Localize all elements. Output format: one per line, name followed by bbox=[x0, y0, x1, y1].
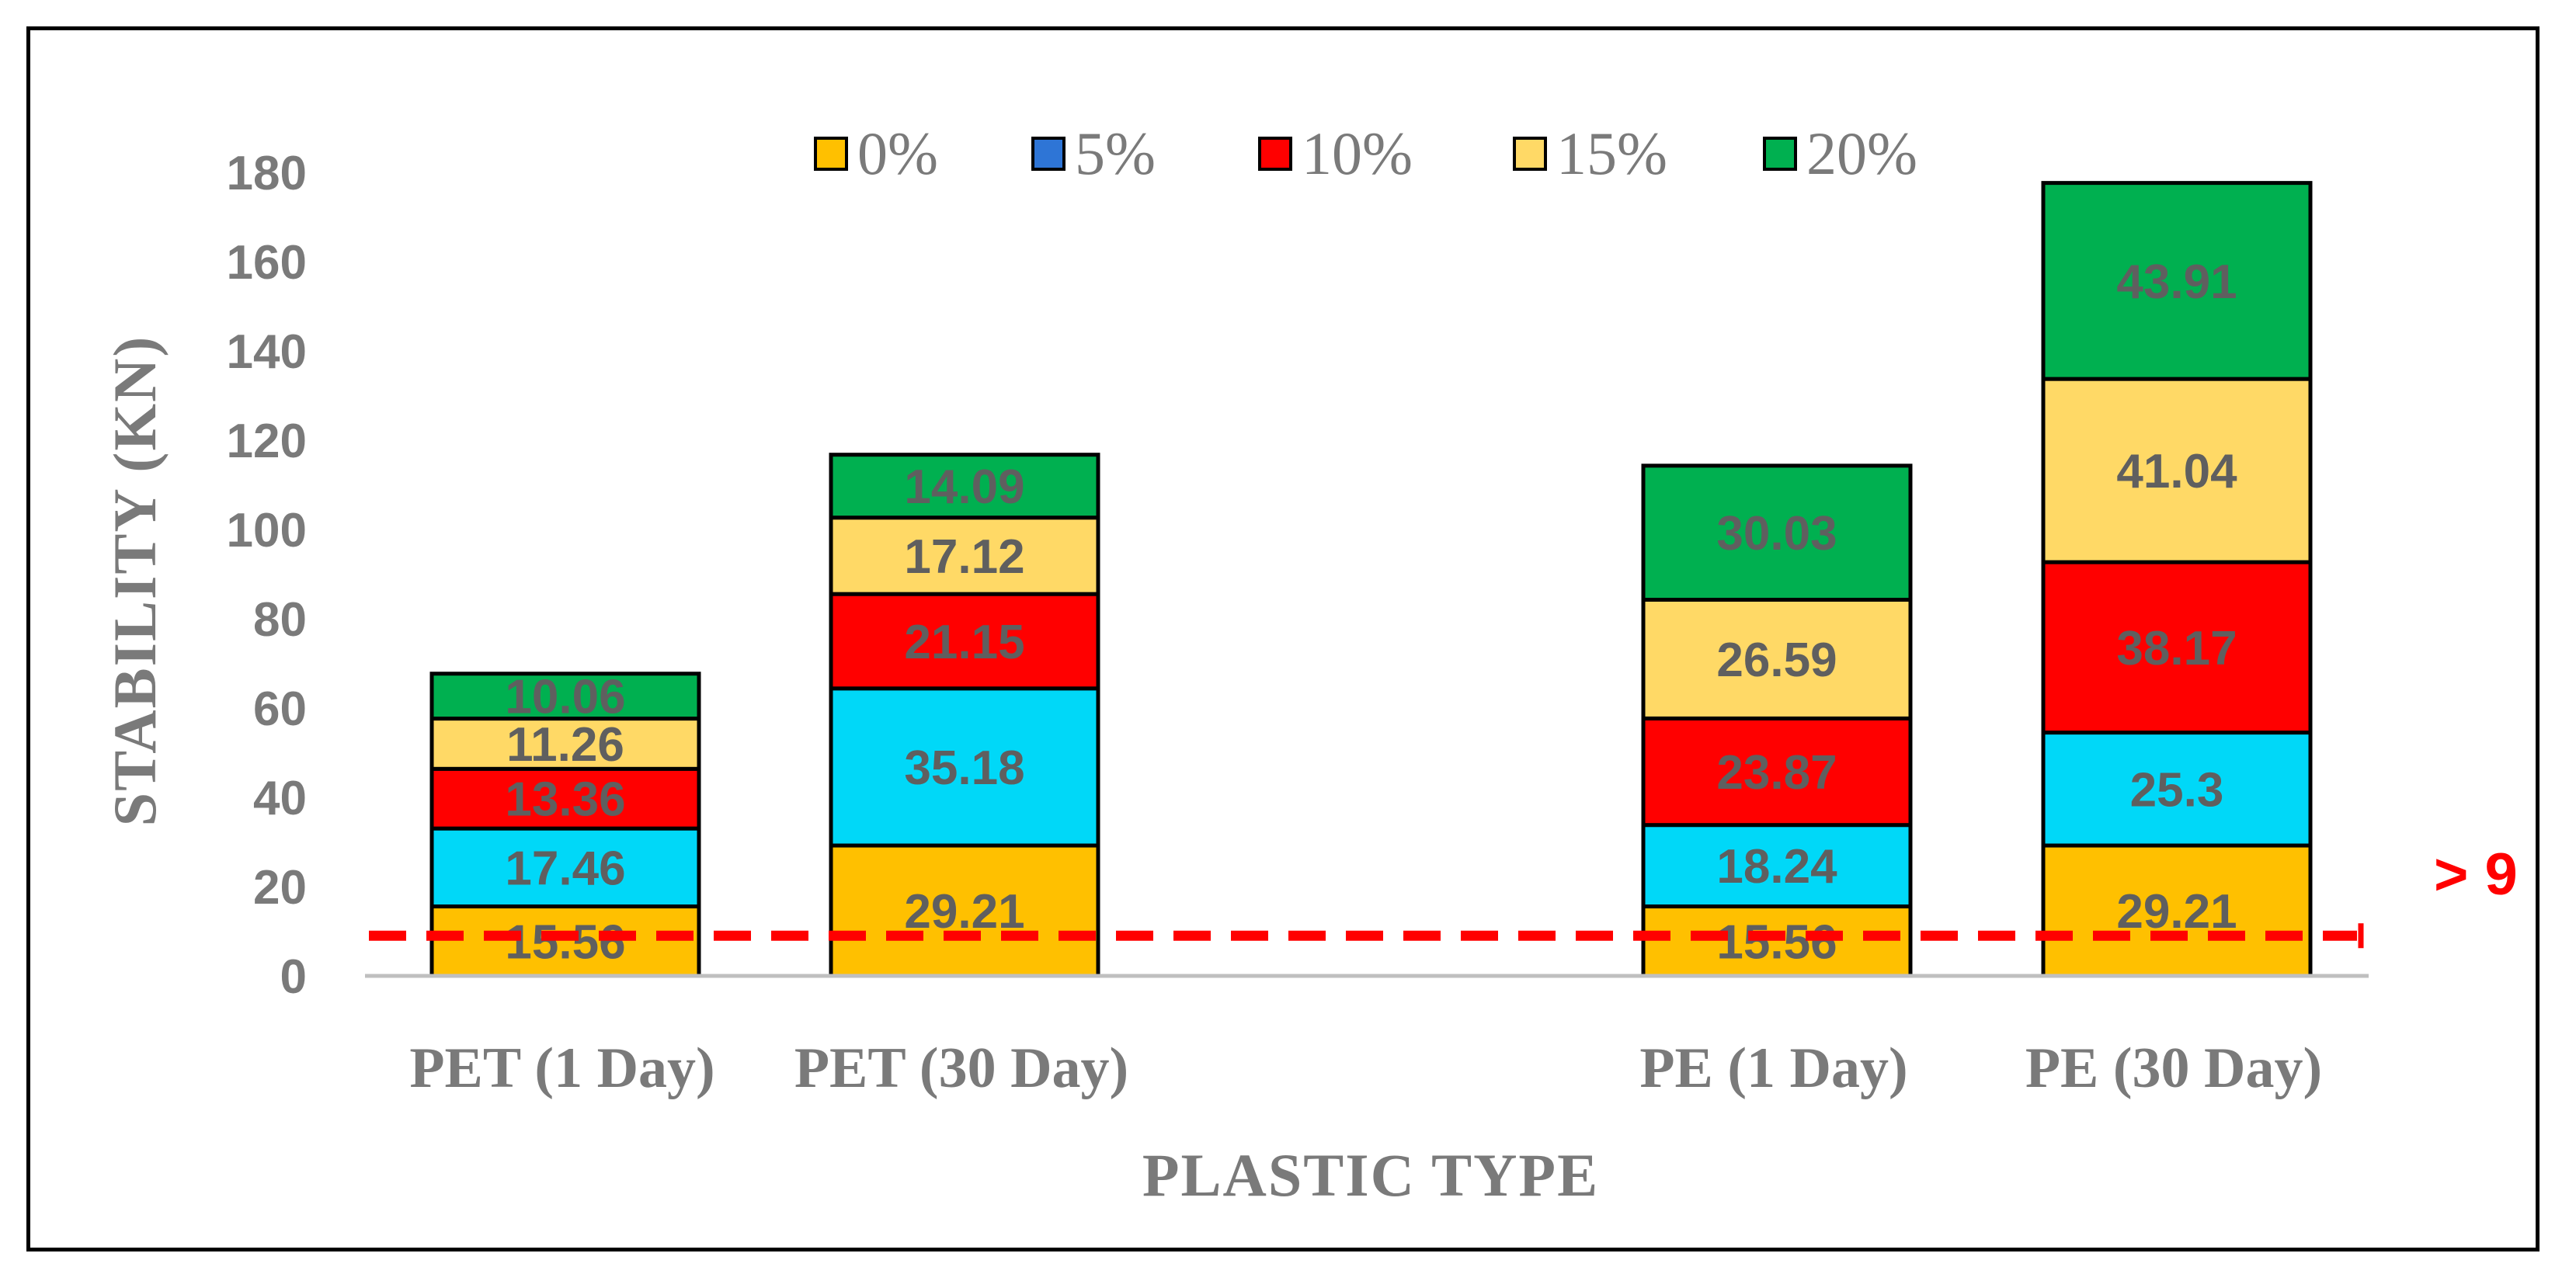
legend-label: 0% bbox=[857, 120, 938, 187]
y-axis-title: STABILITY (KN) bbox=[101, 335, 169, 827]
data-label: 29.21 bbox=[904, 885, 1024, 939]
legend-swatch bbox=[1031, 137, 1066, 171]
legend-swatch bbox=[1513, 137, 1547, 171]
data-label: 26.59 bbox=[1716, 634, 1837, 687]
threshold-label: > 9 bbox=[2434, 842, 2518, 908]
data-label: 11.26 bbox=[506, 718, 624, 772]
y-tick-label: 140 bbox=[227, 325, 307, 379]
data-label: 14.09 bbox=[904, 460, 1024, 514]
bar-segment-5pct bbox=[2041, 731, 2313, 848]
data-label: 30.03 bbox=[1716, 507, 1837, 561]
bar-segment-5pct bbox=[829, 686, 1100, 848]
bar-segment-5pct bbox=[1641, 823, 1913, 909]
y-tick-label: 120 bbox=[227, 415, 307, 468]
y-tick-label: 100 bbox=[227, 504, 307, 557]
data-label: 21.15 bbox=[904, 616, 1024, 669]
bar-segment-15pct bbox=[2041, 377, 2313, 564]
data-label: 17.46 bbox=[505, 842, 625, 895]
x-category-label: PET (1 Day) bbox=[409, 1036, 714, 1100]
bar-segment-10pct bbox=[829, 592, 1100, 691]
legend-label: 15% bbox=[1556, 120, 1667, 187]
data-label: 15.56 bbox=[1716, 915, 1837, 969]
bar-segment-0pct bbox=[1641, 904, 1913, 978]
y-tick-label: 80 bbox=[253, 593, 307, 647]
legend-swatch bbox=[1258, 137, 1292, 171]
data-label: 41.04 bbox=[2116, 445, 2237, 498]
data-label: 38.17 bbox=[2116, 622, 2237, 675]
legend-label: 20% bbox=[1806, 120, 1917, 187]
data-label: 43.91 bbox=[2116, 255, 2237, 309]
x-axis-title: PLASTIC TYPE bbox=[1142, 1141, 1599, 1209]
y-tick-label: 160 bbox=[227, 236, 307, 290]
bar-segment-10pct bbox=[429, 766, 701, 831]
legend: 0% 5% 10% 15% 20% bbox=[814, 120, 1917, 187]
bar-segment-20pct bbox=[429, 672, 701, 721]
legend-swatch bbox=[1763, 137, 1797, 171]
bar-segment-0pct bbox=[2041, 843, 2313, 978]
y-tick-label: 0 bbox=[280, 950, 307, 1004]
y-axis-ticks: 0 20 40 60 80 100 120 140 160 180 bbox=[227, 147, 307, 1004]
bar-segment-20pct bbox=[829, 453, 1100, 520]
bar-segment-20pct bbox=[2041, 181, 2313, 381]
data-label: 29.21 bbox=[2116, 885, 2237, 939]
data-label: 15.56 bbox=[505, 915, 625, 969]
legend-label: 5% bbox=[1075, 120, 1156, 187]
legend-swatch bbox=[814, 137, 848, 171]
data-label: 35.18 bbox=[904, 741, 1024, 795]
x-category-label: PE (1 Day) bbox=[1639, 1036, 1907, 1100]
threshold-group: > 9 bbox=[369, 842, 2518, 949]
bar-segment-10pct bbox=[2041, 560, 2313, 735]
data-label: 23.87 bbox=[1716, 746, 1837, 800]
data-label: 18.24 bbox=[1716, 840, 1837, 894]
data-label: 13.36 bbox=[505, 773, 625, 827]
y-tick-label: 20 bbox=[253, 861, 307, 915]
y-tick-label: 180 bbox=[227, 147, 307, 200]
bar-segment-15pct bbox=[829, 516, 1100, 596]
y-tick-label: 40 bbox=[253, 772, 307, 825]
bar-segment-20pct bbox=[1641, 463, 1913, 602]
x-axis-categories: PET (1 Day) PET (30 Day) PE (1 Day) PE (30 … bbox=[409, 1036, 2322, 1100]
data-label: 10.06 bbox=[505, 671, 625, 724]
bar-segment-15pct bbox=[1641, 598, 1913, 720]
legend-label: 10% bbox=[1302, 120, 1413, 187]
data-label: 25.3 bbox=[2130, 763, 2224, 817]
y-tick-label: 60 bbox=[253, 682, 307, 736]
data-label: 17.12 bbox=[904, 530, 1024, 584]
x-category-label: PE (30 Day) bbox=[2025, 1036, 2322, 1100]
x-category-label: PET (30 Day) bbox=[794, 1036, 1128, 1100]
